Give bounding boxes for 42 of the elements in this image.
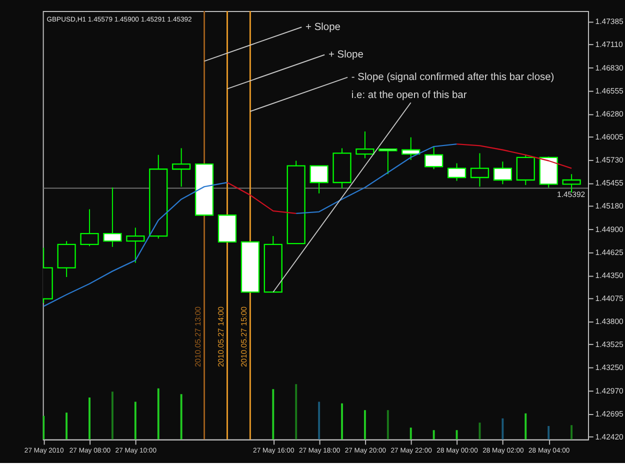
y-tick-label: 1.46005 [595, 132, 624, 142]
y-tick-label: 1.44625 [595, 248, 624, 257]
y-tick-label: 1.43250 [595, 362, 624, 372]
y-tick-label: 1.46280 [595, 109, 624, 118]
candlestick [470, 152, 490, 188]
ref-line-label: 2010.05.27 13:00 [193, 306, 202, 368]
ref-line-label: 2010.05.27 15:00 [239, 306, 248, 368]
y-tick-label: 1.44075 [595, 294, 624, 303]
ref-line-label: 2010.05.27 14:00 [216, 306, 226, 368]
candlestick [126, 227, 145, 264]
y-tick-label: 1.45455 [595, 178, 624, 188]
candlestick [447, 162, 466, 182]
candlestick [493, 161, 512, 185]
candlestick [516, 154, 535, 186]
candlestick [402, 136, 420, 160]
candlestick [562, 174, 581, 194]
annotation: + Slope [306, 22, 341, 34]
candlestick [378, 148, 398, 175]
candlestick [80, 208, 99, 247]
y-tick-label: 1.44900 [595, 224, 624, 234]
candlestick [172, 148, 191, 188]
candlestick [57, 240, 76, 278]
annotation: - Slope (signal confirmed after this bar close) [351, 72, 554, 84]
ref-line-label: 1.45392 [557, 190, 586, 199]
y-tick-label: 1.45730 [595, 155, 624, 164]
candlestick [103, 187, 122, 248]
y-tick-label: 1.46555 [595, 86, 624, 96]
candlestick [356, 130, 374, 159]
y-tick-label: 1.46830 [595, 63, 624, 72]
y-tick-label: 1.43525 [595, 340, 624, 349]
candlestick [310, 165, 328, 194]
y-tick-label: 1.43800 [595, 316, 624, 326]
y-tick-label: 1.47385 [595, 16, 624, 26]
y-tick-label: 1.44350 [595, 270, 624, 280]
y-tick-label: 1.42970 [595, 386, 624, 396]
y-tick-label: 1.47110 [595, 40, 624, 49]
y-tick-label: 1.42420 [595, 432, 624, 442]
annotation: + Slope [328, 50, 364, 61]
y-tick-label: 1.42695 [595, 409, 624, 418]
candlestick [424, 146, 444, 170]
annotation: i.e: at the open of this bar [351, 90, 468, 101]
y-tick-label: 1.45180 [595, 201, 624, 210]
